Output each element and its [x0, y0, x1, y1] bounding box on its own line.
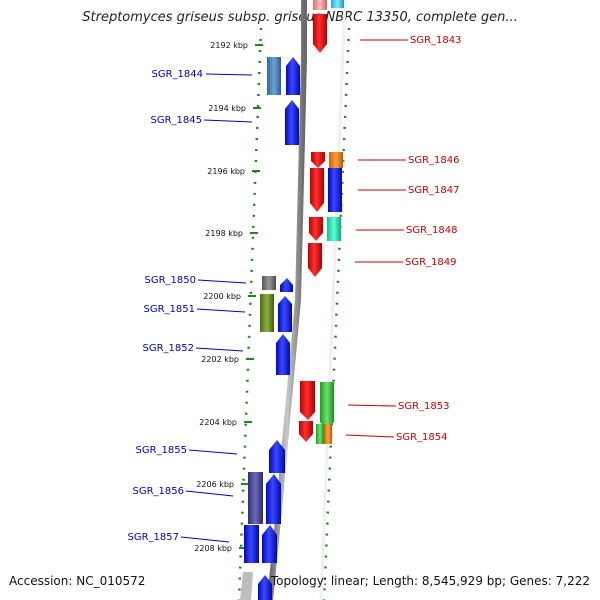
gene-label-SGR_1856[interactable]: SGR_1856 [133, 486, 185, 497]
gene-feature-cyan [331, 0, 344, 8]
kbp-label: 2204 kbp [199, 418, 237, 427]
connector-SGR_1853 [347, 404, 397, 407]
connector-SGR_1855 [188, 449, 238, 455]
gene-label-SGR_1857[interactable]: SGR_1857 [128, 532, 180, 543]
gene-label-SGR_1854[interactable]: SGR_1854 [396, 432, 448, 443]
connector-SGR_1854 [345, 434, 395, 438]
genome-summary-text: Topology: linear; Length: 8,545,929 bp; … [270, 574, 590, 588]
gene-feature-pink [313, 0, 327, 10]
gene-arrow-blue [262, 525, 277, 563]
gene-arrow-SGR_1848 [309, 217, 323, 241]
gene-label-SGR_1855[interactable]: SGR_1855 [136, 445, 188, 456]
connector-SGR_1844 [205, 73, 253, 76]
gene-label-SGR_1853[interactable]: SGR_1853 [398, 401, 450, 412]
gene-label-SGR_1851[interactable]: SGR_1851 [144, 304, 196, 315]
gene-block-SGR_1844 [267, 57, 281, 95]
gene-block-SGR_1848 [327, 217, 341, 241]
gene-label-SGR_1847[interactable]: SGR_1847 [408, 185, 460, 196]
kbp-label: 2200 kbp [203, 292, 241, 301]
left-guide-line [237, 27, 263, 600]
kbp-label: 2196 kbp [207, 167, 245, 176]
gene-label-SGR_1848[interactable]: SGR_1848 [406, 225, 458, 236]
gene-arrow-SGR_1849 [308, 243, 322, 277]
connector-SGR_1845 [203, 119, 253, 123]
gene-block-SGR_1854 [324, 424, 332, 444]
connector-SGR_1856 [185, 490, 234, 497]
gene-arrow-SGR_1854 [299, 421, 313, 442]
gene-block-SGR_1851 [260, 294, 274, 332]
gene-label-SGR_1844[interactable]: SGR_1844 [152, 69, 204, 80]
gene-arrow-blue [258, 575, 272, 600]
gene-arrow-blue [286, 57, 300, 95]
accession-text: Accession: NC_010572 [9, 574, 146, 588]
gene-block-orange [329, 152, 343, 168]
gene-arrow-SGR_1846 [311, 152, 325, 168]
gene-arrow-SGR_1853 [300, 381, 315, 420]
gene-arrow-blue [280, 278, 293, 292]
ring-edge [319, 0, 347, 600]
kbp-label: 2192 kbp [210, 41, 248, 50]
gene-arrow-SGR_1852 [276, 334, 290, 375]
gene-arrow-SGR_1845 [285, 100, 299, 145]
gene-label-SGR_1843[interactable]: SGR_1843 [410, 35, 462, 46]
connector-SGR_1851 [196, 308, 246, 313]
gene-arrow-blue [278, 296, 292, 332]
gene-block-SGR_1857 [244, 525, 259, 563]
diagram-title: Streptomyces griseus subsp. griseus NBRC… [82, 10, 518, 25]
connector-SGR_1852 [195, 347, 244, 352]
gene-label-SGR_1846[interactable]: SGR_1846 [408, 155, 460, 166]
gene-label-SGR_1849[interactable]: SGR_1849 [405, 257, 457, 268]
kbp-label: 2202 kbp [201, 355, 239, 364]
connector-SGR_1857 [180, 536, 230, 543]
gene-arrow-SGR_1847 [310, 168, 324, 212]
right-guide-line [322, 27, 351, 600]
gene-arrow-blue [266, 474, 281, 524]
gene-label-SGR_1850[interactable]: SGR_1850 [145, 275, 197, 286]
kbp-label: 2198 kbp [205, 229, 243, 238]
kbp-label: 2208 kbp [194, 544, 232, 553]
gene-block-SGR_1856 [248, 472, 263, 524]
gene-arrow-blue [328, 168, 342, 212]
kbp-label: 2194 kbp [208, 104, 246, 113]
connector-SGR_1850 [197, 279, 247, 284]
bottom-strip [240, 572, 253, 600]
gene-arrow-SGR_1855 [269, 440, 285, 473]
gene-block-green [316, 424, 324, 444]
gene-block-SGR_1850 [262, 276, 276, 290]
kbp-label: 2206 kbp [196, 480, 234, 489]
gene-label-SGR_1852[interactable]: SGR_1852 [143, 343, 195, 354]
gene-arrow-SGR_1843 [313, 14, 327, 53]
gene-label-SGR_1845[interactable]: SGR_1845 [151, 115, 203, 126]
gene-arrow-green [320, 382, 334, 430]
